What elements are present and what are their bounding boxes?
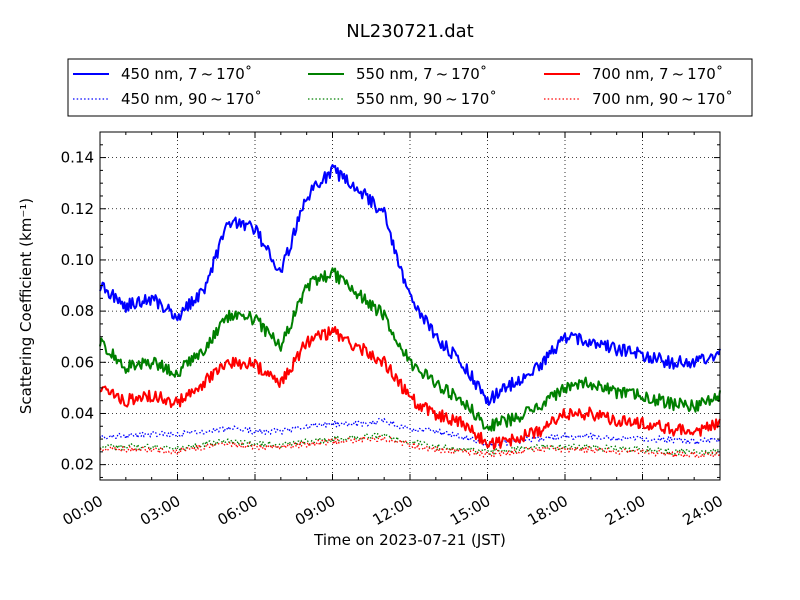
x-tick-label: 03:00 — [137, 492, 183, 529]
series-line-550nm-backscatter — [99, 432, 721, 456]
y-axis-label: Scattering Coefficient (km⁻¹) — [17, 198, 35, 414]
legend-frame — [67, 58, 753, 117]
legend: 450 nm, 7 ~ 170˚ 550 nm, 7 ~ 170˚ 700 nm, … — [67, 58, 753, 117]
x-tick-label: 00:00 — [60, 492, 106, 529]
y-tick-label: 0.12 — [61, 200, 94, 218]
legend-label-450nm-total: 450 nm, 7 ~ 170˚ — [121, 65, 252, 83]
x-tick-label: 21:00 — [602, 492, 648, 529]
y-tick-label: 0.08 — [61, 302, 94, 320]
series-line-550nm-total — [99, 267, 721, 432]
y-tick-label: 0.10 — [61, 251, 94, 269]
legend-label-700nm-backscatter: 700 nm, 90 ~ 170˚ — [592, 90, 733, 108]
x-tick-label: 12:00 — [370, 492, 416, 529]
y-tick-label: 0.14 — [61, 149, 94, 167]
chart-title: NL230721.dat — [346, 21, 473, 42]
legend-label-450nm-backscatter: 450 nm, 90 ~ 170˚ — [121, 90, 262, 108]
y-tick-label: 0.04 — [61, 404, 94, 422]
series-line-700nm-backscatter — [99, 435, 721, 459]
y-tick-label: 0.06 — [61, 353, 94, 371]
x-tick-label: 18:00 — [525, 492, 571, 529]
plot-background — [100, 132, 720, 480]
series-line-700nm-total — [99, 326, 721, 450]
x-tick-label: 24:00 — [680, 492, 726, 529]
x-tick-label: 15:00 — [447, 492, 493, 529]
series-layer — [99, 164, 721, 459]
legend-label-550nm-backscatter: 550 nm, 90 ~ 170˚ — [356, 90, 497, 108]
x-axis-label: Time on 2023-07-21 (JST) — [313, 531, 506, 549]
series-line-450nm-total — [99, 164, 721, 406]
legend-label-550nm-total: 550 nm, 7 ~ 170˚ — [356, 65, 487, 83]
plot-area: 00:00 03:00 06:00 09:00 12:00 15:00 18:00 21:00… — [60, 131, 726, 529]
grid — [100, 132, 720, 480]
series-line-450nm-backscatter — [99, 417, 721, 448]
y-tick-label: 0.02 — [61, 456, 94, 474]
x-tick-label: 06:00 — [215, 492, 261, 529]
x-tick-label: 09:00 — [292, 492, 338, 529]
legend-label-700nm-total: 700 nm, 7 ~ 170˚ — [592, 65, 723, 83]
